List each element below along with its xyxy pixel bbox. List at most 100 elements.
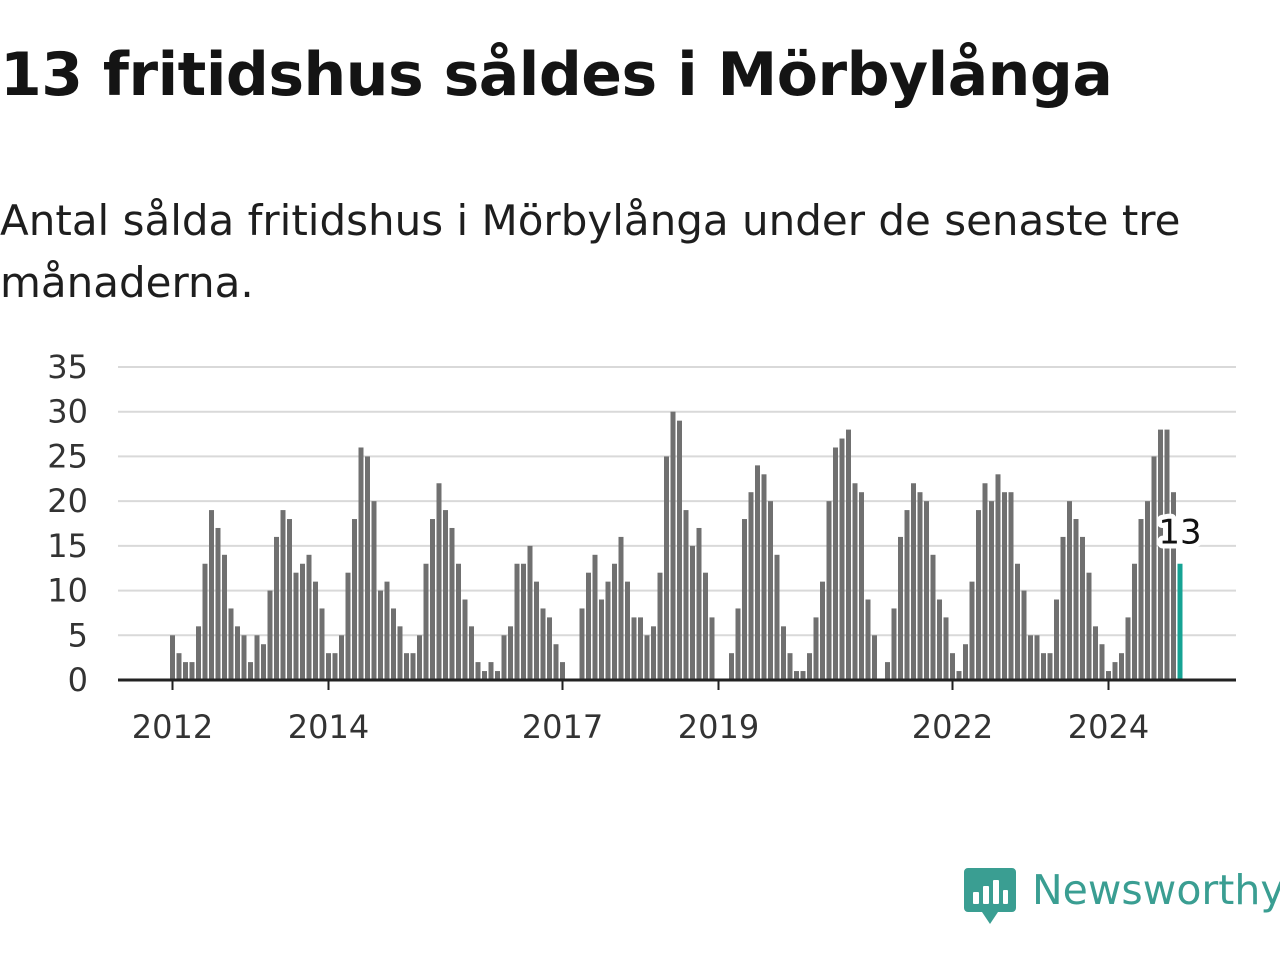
- bar: [677, 420, 682, 680]
- bar: [534, 581, 539, 680]
- bar: [872, 635, 877, 680]
- bar: [235, 626, 240, 680]
- bar: [449, 527, 455, 680]
- bar: [202, 563, 208, 680]
- bar: [761, 474, 767, 680]
- bar: [833, 447, 838, 680]
- y-tick-label: 0: [68, 661, 88, 699]
- bar: [1060, 536, 1066, 680]
- bar: [1073, 519, 1079, 680]
- bar: [852, 483, 858, 680]
- bar: [1034, 635, 1040, 680]
- bar: [1151, 456, 1157, 680]
- newsworthy-logo-icon: [964, 868, 1016, 924]
- bar: [891, 608, 897, 680]
- bar: [885, 662, 890, 680]
- bar: [631, 617, 637, 680]
- bar: [495, 671, 500, 680]
- bar: [384, 581, 390, 680]
- bar: [313, 581, 318, 680]
- bar: [391, 608, 396, 680]
- bar: [670, 411, 676, 680]
- bar: [339, 635, 344, 680]
- y-tick-label: 5: [68, 616, 88, 654]
- bar: [462, 599, 468, 680]
- bar: [1112, 662, 1118, 680]
- bar: [657, 572, 663, 680]
- bar: [956, 671, 962, 680]
- bar: [540, 608, 546, 680]
- bar: [638, 617, 643, 680]
- bar: [820, 581, 825, 680]
- bar: [612, 563, 617, 680]
- bar: [755, 465, 760, 680]
- bar: [703, 572, 708, 680]
- bar: [963, 644, 968, 680]
- annotations: 13: [1153, 508, 1206, 558]
- bar: [781, 626, 786, 680]
- bar: [735, 608, 741, 680]
- newsworthy-brand: Newsworthy: [964, 866, 1280, 926]
- bar: [748, 492, 754, 680]
- bar: [410, 653, 416, 680]
- bar: [618, 536, 624, 680]
- bar: [709, 617, 715, 680]
- bar: [1093, 626, 1098, 680]
- bar: [625, 581, 630, 680]
- bar: [521, 563, 526, 680]
- bar: [430, 519, 435, 680]
- bar: [436, 483, 442, 680]
- bar: [1008, 492, 1014, 680]
- bar: [930, 554, 936, 680]
- bar: [690, 545, 695, 680]
- bar: [839, 438, 845, 680]
- newsworthy-wordmark: Newsworthy: [1032, 866, 1280, 914]
- bar: [774, 554, 780, 680]
- bar: [937, 599, 942, 680]
- bar: [969, 581, 975, 680]
- bar: [807, 653, 812, 680]
- bar: [651, 626, 656, 680]
- highlight-bar: [1177, 563, 1183, 680]
- bar: [215, 527, 221, 680]
- bar: [228, 608, 234, 680]
- bar: [345, 572, 351, 680]
- bar: [326, 653, 331, 680]
- bar: [287, 519, 292, 680]
- bar: [482, 671, 487, 680]
- bar: [599, 599, 604, 680]
- y-tick-label: 25: [47, 437, 88, 475]
- bar: [254, 635, 260, 680]
- bar: [332, 653, 338, 680]
- bar: [404, 653, 409, 680]
- y-tick-label: 10: [47, 572, 88, 610]
- bar: [1080, 536, 1085, 680]
- bar: [319, 608, 325, 680]
- x-tick-label: 2017: [522, 708, 603, 746]
- bar: [514, 563, 520, 680]
- bar: [196, 626, 201, 680]
- bar: [1164, 429, 1170, 680]
- bar: [1021, 590, 1027, 680]
- bar: [605, 581, 611, 680]
- bar: [826, 501, 832, 680]
- x-tick-label: 2012: [132, 708, 213, 746]
- bar: [976, 510, 981, 680]
- y-tick-label: 30: [47, 393, 88, 431]
- bar: [261, 644, 266, 680]
- bar: [456, 563, 461, 680]
- bar: [943, 617, 949, 680]
- bar: [982, 483, 988, 680]
- bar: [176, 653, 182, 680]
- bar: [664, 456, 669, 680]
- bar: [423, 563, 429, 680]
- y-tick-label: 20: [47, 482, 88, 520]
- bar: [365, 456, 370, 680]
- bar: [488, 662, 494, 680]
- bar: [1132, 563, 1137, 680]
- x-tick-label: 2019: [678, 708, 759, 746]
- bar: [443, 510, 448, 680]
- bar: [1138, 519, 1144, 680]
- bar: [508, 626, 513, 680]
